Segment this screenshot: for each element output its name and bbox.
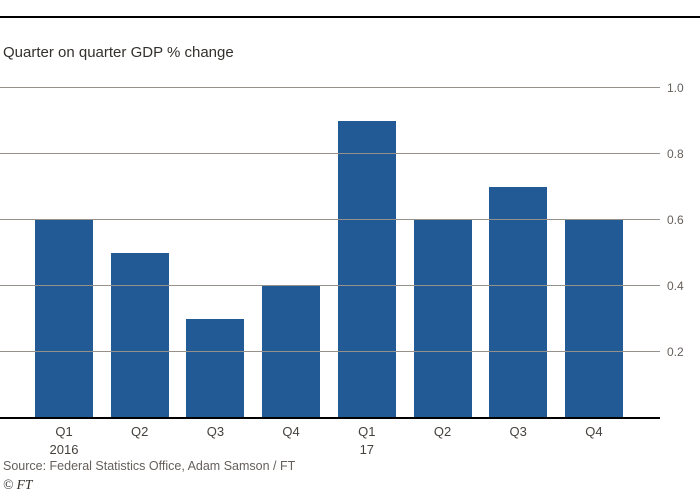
x-axis-baseline bbox=[0, 417, 660, 419]
x-tick-label: Q4 bbox=[282, 424, 300, 439]
x-tick-label: Q3 bbox=[509, 424, 527, 439]
bar-q4-7 bbox=[564, 220, 623, 418]
bar-q1-0 bbox=[35, 220, 93, 418]
y-tick-label: 0.2 bbox=[667, 345, 684, 359]
x-tick-label: Q2 bbox=[433, 424, 452, 439]
bar-q2-1 bbox=[110, 253, 169, 418]
x-tick-label: Q1 bbox=[55, 424, 73, 439]
gridline bbox=[0, 285, 660, 286]
gridline bbox=[0, 351, 660, 352]
gridline bbox=[0, 153, 660, 154]
gridline bbox=[0, 219, 660, 220]
bar-q4-3 bbox=[262, 286, 321, 418]
x-tick-label: Q1 bbox=[358, 424, 376, 439]
gridline bbox=[0, 87, 660, 88]
bar-q1-4 bbox=[337, 121, 396, 418]
x-tick-year-label: 2016 bbox=[49, 442, 79, 457]
ft-credit: © FT bbox=[3, 477, 33, 492]
y-tick-label: 0.8 bbox=[667, 147, 684, 161]
plot-area: 0.2 0.4 0.6 0.8 1.0 bbox=[0, 81, 684, 419]
x-tick-year-label: 17 bbox=[359, 442, 375, 457]
bar-q3-6 bbox=[489, 187, 548, 418]
bar-q3-2 bbox=[186, 319, 245, 418]
y-tick-label: 0.4 bbox=[667, 279, 684, 293]
x-tick-label: Q4 bbox=[585, 424, 603, 439]
chart-title: Quarter on quarter GDP % change bbox=[3, 44, 234, 61]
y-tick-label: 0.6 bbox=[667, 213, 684, 227]
source-note: Source: Federal Statistics Office, Adam … bbox=[3, 459, 296, 473]
y-tick-label: 1.0 bbox=[667, 81, 684, 95]
x-tick-label: Q3 bbox=[206, 424, 225, 439]
bar-q2-5 bbox=[413, 220, 472, 418]
top-rule bbox=[0, 16, 700, 18]
x-tick-label: Q2 bbox=[131, 424, 149, 439]
